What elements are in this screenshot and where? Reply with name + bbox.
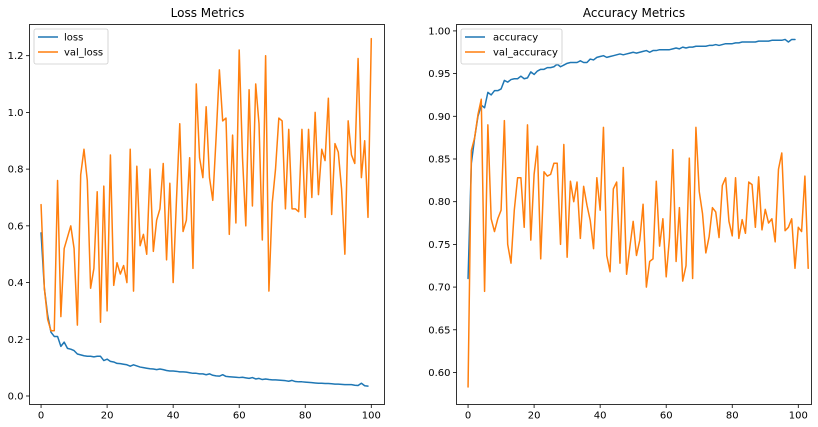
- loss-y-tick-label: 0.2: [8, 335, 24, 346]
- loss-x-tick-label: 40: [167, 411, 180, 422]
- accuracy-y-tick-label: 0.90: [428, 112, 450, 123]
- loss-x-tick-label: 80: [299, 411, 312, 422]
- accuracy-series-line: [467, 38, 796, 280]
- loss-x-tick-label: 60: [233, 411, 246, 422]
- loss-chart-legend: loss val_loss: [33, 28, 109, 65]
- loss-x-tick-label: 0: [38, 411, 44, 422]
- accuracy-x-tick-label: 100: [789, 411, 808, 422]
- loss-chart-title: Loss Metrics: [171, 6, 245, 20]
- loss-chart: Loss Metrics 0 20 40 60 80 100 0.0 0.2 0.4 0.6 0.8…: [8, 6, 385, 422]
- accuracy-chart-frame: [456, 24, 812, 405]
- accuracy-chart-legend: accuracy val_accuracy: [460, 28, 563, 65]
- val-accuracy-series-line: [467, 98, 809, 388]
- loss-y-tick-label: 1.0: [8, 108, 24, 119]
- accuracy-legend-label: accuracy: [493, 33, 538, 44]
- accuracy-chart: Accuracy Metrics 0 20 40 60 80 100 0.60 0.65 0.7…: [428, 6, 812, 422]
- accuracy-x-tick-label: 40: [594, 411, 607, 422]
- accuracy-x-tick-label: 80: [726, 411, 739, 422]
- val-accuracy-legend-label: val_accuracy: [493, 48, 558, 59]
- val-loss-series-line: [40, 37, 373, 332]
- accuracy-y-tick-label: 0.60: [428, 368, 450, 379]
- loss-legend-label: loss: [64, 33, 83, 44]
- accuracy-x-tick-label: 60: [660, 411, 673, 422]
- accuracy-chart-title: Accuracy Metrics: [583, 6, 685, 20]
- loss-x-tick-label: 100: [362, 411, 381, 422]
- loss-y-tick-label: 0.0: [8, 391, 24, 402]
- loss-series-line: [40, 232, 369, 387]
- accuracy-x-tick-label: 20: [528, 411, 541, 422]
- accuracy-legend-box: [460, 28, 563, 65]
- loss-x-tick-label: 20: [101, 411, 114, 422]
- loss-y-tick-label: 0.6: [8, 221, 24, 232]
- accuracy-y-tick-label: 0.70: [428, 283, 450, 294]
- loss-chart-frame: [29, 24, 385, 405]
- accuracy-y-tick-label: 0.80: [428, 197, 450, 208]
- val-loss-legend-label: val_loss: [64, 48, 103, 59]
- accuracy-x-tick-label: 0: [465, 411, 471, 422]
- accuracy-y-tick-label: 0.85: [428, 154, 450, 165]
- loss-y-tick-label: 1.2: [8, 51, 24, 62]
- loss-y-tick-label: 0.8: [8, 165, 24, 176]
- loss-y-tick-label: 0.4: [8, 278, 24, 289]
- accuracy-y-tick-label: 0.65: [428, 325, 450, 336]
- accuracy-y-tick-label: 0.75: [428, 240, 450, 251]
- accuracy-y-tick-label: 1.00: [428, 26, 450, 37]
- accuracy-y-tick-label: 0.95: [428, 69, 450, 80]
